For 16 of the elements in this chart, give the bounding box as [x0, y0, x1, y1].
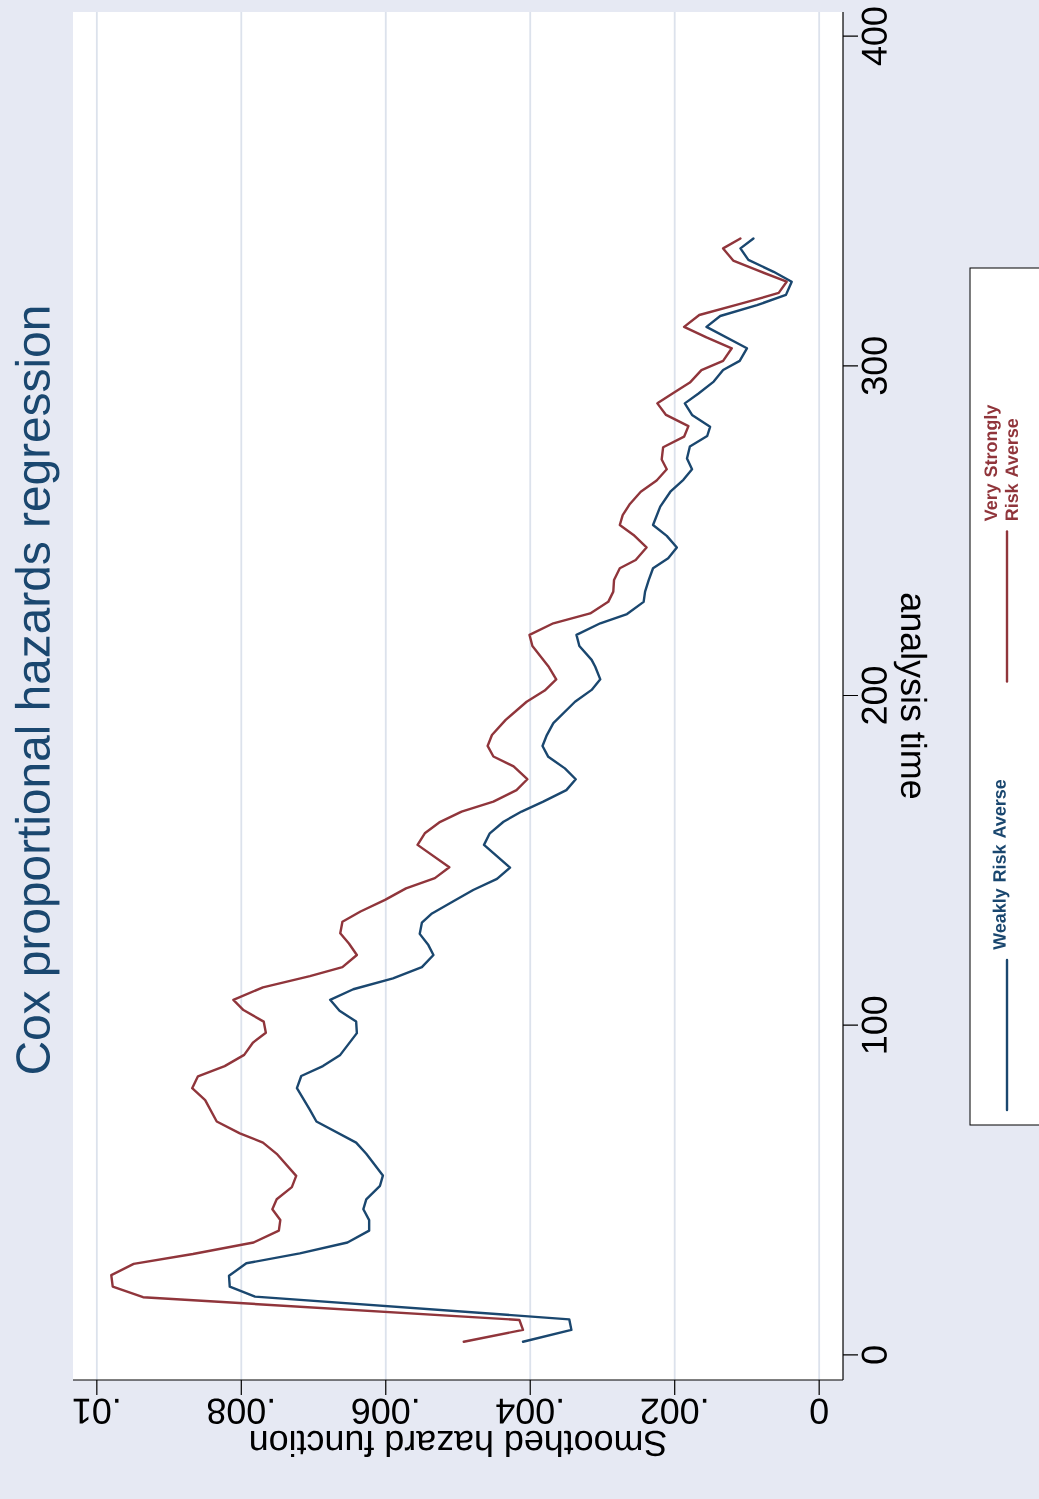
x-tick-label: .004	[496, 1398, 562, 1424]
text: Very Strongly Risk Averse	[983, 404, 1019, 522]
y-axis-title: analysis time	[893, 593, 928, 798]
x-tick-label: .006	[352, 1398, 418, 1424]
y-tick-label: 300	[861, 337, 887, 395]
y-tick-label: 200	[861, 666, 887, 724]
text: Weakly Risk Averse	[992, 779, 1010, 950]
x-tick-label: .002	[641, 1398, 707, 1424]
text: Cox proportional hazards regression	[14, 307, 60, 1074]
x-tick-label: 0	[810, 1398, 828, 1424]
x-axis-title: Smoothed hazard function	[251, 1430, 666, 1458]
x-tick-label: .01	[73, 1398, 119, 1424]
y-tick-label: 400	[861, 7, 887, 66]
y-tick-label: 100	[861, 996, 887, 1053]
y-tick-label: 0	[861, 1346, 887, 1364]
x-tick-label: .008	[207, 1398, 273, 1424]
